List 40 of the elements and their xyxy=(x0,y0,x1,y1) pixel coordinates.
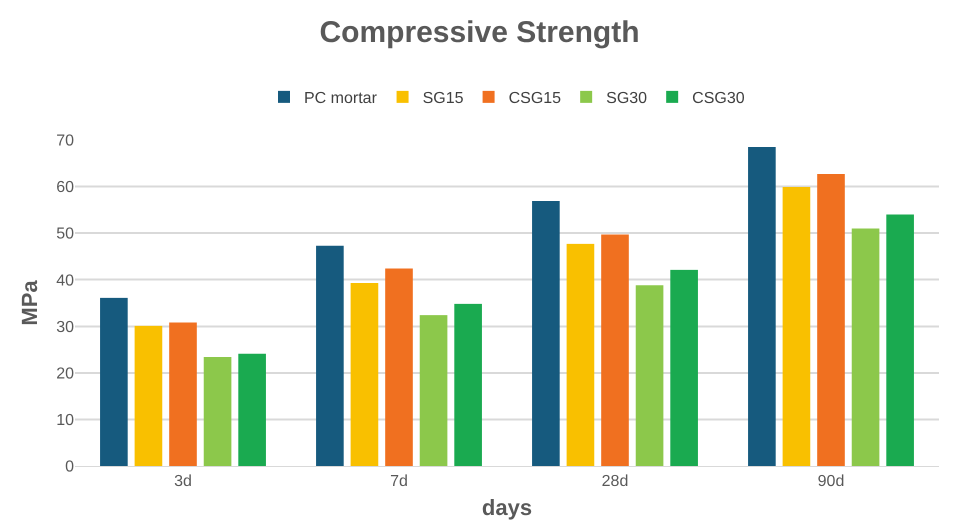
y-tick-label: 10 xyxy=(56,412,74,430)
y-axis-title: MPa xyxy=(17,280,42,326)
legend-label: SG15 xyxy=(422,90,464,108)
bar xyxy=(350,282,378,466)
x-tick-label: 28d xyxy=(602,473,628,490)
x-axis-title: days xyxy=(482,495,532,520)
y-tick-label: 0 xyxy=(65,458,74,476)
legend-label: CSG30 xyxy=(692,90,745,108)
x-tick-label: 7d xyxy=(390,473,408,490)
bar xyxy=(748,146,776,466)
y-tick-label: 20 xyxy=(56,365,74,382)
bar xyxy=(385,268,413,466)
bar xyxy=(420,315,448,466)
bar xyxy=(782,187,810,466)
bar xyxy=(204,357,232,466)
y-tick-label: 30 xyxy=(56,318,74,336)
x-tick-label: 3d xyxy=(174,473,192,490)
y-tick-label: 40 xyxy=(56,272,74,290)
legend-label: SG30 xyxy=(606,90,648,108)
bar xyxy=(532,201,560,466)
bar xyxy=(817,174,845,466)
legend-label: CSG15 xyxy=(508,90,562,108)
bar xyxy=(670,270,698,466)
x-tick-label: 90d xyxy=(818,473,844,490)
legend-label: PC mortar xyxy=(304,90,378,108)
bar xyxy=(886,214,914,466)
bar xyxy=(316,246,344,466)
bar xyxy=(169,322,197,466)
bar xyxy=(566,244,594,466)
y-tick-label: 50 xyxy=(56,226,74,243)
bar xyxy=(238,354,266,466)
y-tick-label: 60 xyxy=(56,179,74,196)
bar xyxy=(454,304,482,466)
bar xyxy=(100,298,128,466)
bar xyxy=(601,234,629,466)
chart-title: Compressive Strength xyxy=(319,16,640,50)
bar xyxy=(852,228,880,466)
y-tick-label: 70 xyxy=(56,132,74,150)
bar xyxy=(636,285,664,466)
bar xyxy=(134,326,162,466)
